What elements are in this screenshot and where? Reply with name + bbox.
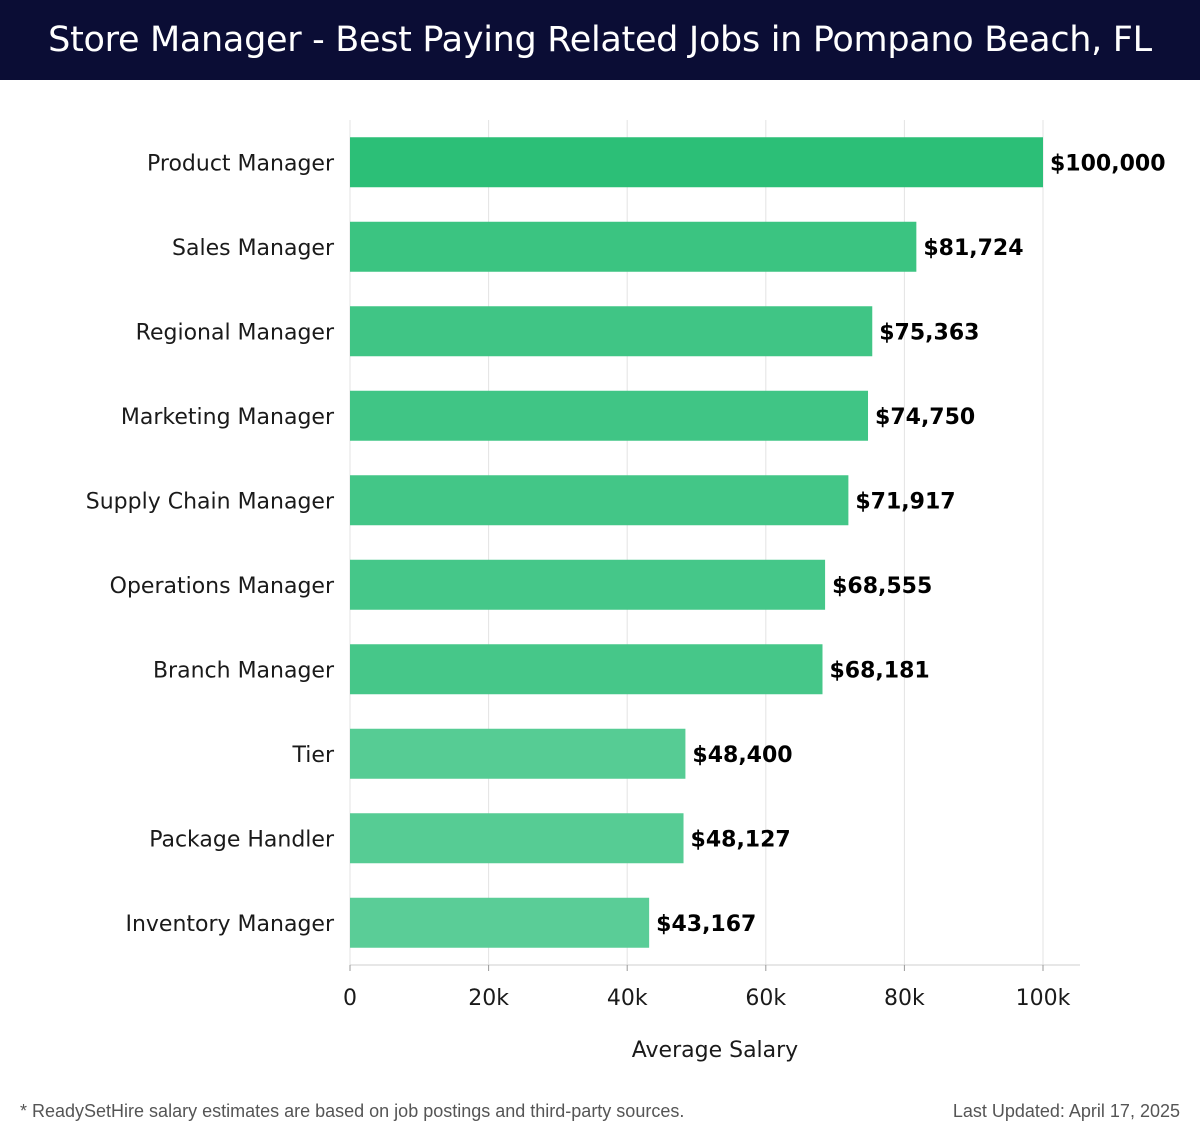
category-label: Inventory Manager xyxy=(125,912,334,937)
title-bar: Store Manager - Best Paying Related Jobs… xyxy=(0,0,1200,80)
category-label: Marketing Manager xyxy=(121,405,335,430)
x-axis-title: Average Salary xyxy=(632,1038,798,1063)
x-tick-label: 40k xyxy=(607,986,648,1011)
category-label: Regional Manager xyxy=(136,320,335,345)
bar xyxy=(350,390,869,441)
value-label: $81,724 xyxy=(923,236,1023,261)
value-label: $68,555 xyxy=(832,574,932,599)
salary-bar-chart: 0 20k 40k 60k 80k 100k Average Salary Product … xyxy=(86,120,1166,1063)
bar xyxy=(350,728,686,779)
value-label: $100,000 xyxy=(1050,151,1166,176)
bar xyxy=(350,221,917,272)
category-label: Branch Manager xyxy=(153,658,335,683)
value-label: $71,917 xyxy=(855,489,955,514)
chart-title: Store Manager - Best Paying Related Jobs… xyxy=(48,20,1152,60)
x-tick-label: 80k xyxy=(884,986,925,1011)
x-tick-label: 0 xyxy=(343,986,357,1011)
value-labels: $100,000 $81,724 $75,363 $74,750 $71,917 $68,… xyxy=(656,151,1165,937)
category-label: Product Manager xyxy=(147,151,335,176)
value-label: $43,167 xyxy=(656,912,756,937)
category-label: Supply Chain Manager xyxy=(86,489,335,514)
value-label: $75,363 xyxy=(879,320,979,345)
x-tick-label: 20k xyxy=(468,986,509,1011)
bar xyxy=(350,475,849,526)
category-label: Sales Manager xyxy=(172,236,335,261)
last-updated: Last Updated: April 17, 2025 xyxy=(952,1101,1180,1121)
bar xyxy=(350,897,650,948)
x-tick-label: 100k xyxy=(1016,986,1071,1011)
x-tick-label: 60k xyxy=(745,986,786,1011)
bar xyxy=(350,137,1043,188)
value-label: $74,750 xyxy=(875,405,975,430)
category-label: Tier xyxy=(292,743,335,768)
bar xyxy=(350,644,823,695)
category-labels: Product Manager Sales Manager Regional Man… xyxy=(86,151,335,937)
x-axis: 0 20k 40k 60k 80k 100k Average Salary xyxy=(343,964,1080,1063)
footer-note: * ReadySetHire salary estimates are base… xyxy=(20,1101,685,1121)
value-label: $48,400 xyxy=(692,743,792,768)
category-label: Package Handler xyxy=(149,827,335,852)
value-label: $48,127 xyxy=(691,827,791,852)
bars xyxy=(350,137,1043,948)
bar xyxy=(350,559,826,610)
value-label: $68,181 xyxy=(829,658,929,683)
category-label: Operations Manager xyxy=(110,574,335,599)
bar xyxy=(350,813,684,864)
bar xyxy=(350,306,873,357)
